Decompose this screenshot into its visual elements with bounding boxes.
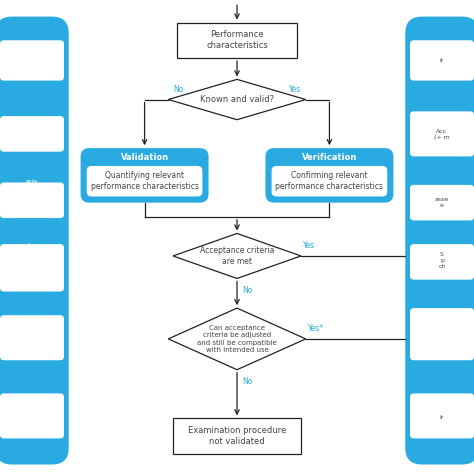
FancyBboxPatch shape bbox=[81, 148, 209, 203]
Text: Ir: Ir bbox=[440, 58, 444, 63]
Text: Performance
characteristics: Performance characteristics bbox=[206, 30, 268, 50]
Text: Yes: Yes bbox=[303, 241, 316, 250]
FancyBboxPatch shape bbox=[87, 166, 202, 197]
FancyBboxPatch shape bbox=[410, 393, 474, 438]
FancyBboxPatch shape bbox=[405, 17, 474, 465]
FancyBboxPatch shape bbox=[0, 315, 64, 360]
FancyBboxPatch shape bbox=[0, 182, 64, 218]
Bar bbox=[173, 419, 301, 454]
FancyBboxPatch shape bbox=[410, 111, 474, 156]
Polygon shape bbox=[168, 79, 306, 120]
Text: Known and valid?: Known and valid? bbox=[200, 95, 274, 104]
Polygon shape bbox=[168, 308, 306, 370]
Text: Examination procedure
not validated: Examination procedure not validated bbox=[188, 426, 286, 446]
Text: for
ance
e: for ance e bbox=[24, 243, 40, 260]
FancyBboxPatch shape bbox=[0, 244, 64, 292]
Text: Confirming relevant
performance characteristics: Confirming relevant performance characte… bbox=[275, 171, 383, 191]
Text: No: No bbox=[243, 377, 253, 386]
FancyBboxPatch shape bbox=[0, 17, 69, 465]
Text: No: No bbox=[173, 85, 183, 94]
Text: No: No bbox=[243, 286, 253, 295]
Text: Can acceptance
criteria be adjusted
and still be compatible
with intended use: Can acceptance criteria be adjusted and … bbox=[197, 325, 277, 353]
FancyBboxPatch shape bbox=[410, 308, 474, 360]
FancyBboxPatch shape bbox=[0, 116, 64, 152]
FancyBboxPatch shape bbox=[0, 40, 64, 81]
Text: Acc
(+ m: Acc (+ m bbox=[434, 129, 450, 139]
FancyBboxPatch shape bbox=[410, 185, 474, 220]
Text: asse
e: asse e bbox=[435, 197, 449, 208]
Text: Verification: Verification bbox=[302, 153, 357, 162]
Text: Ir: Ir bbox=[440, 415, 444, 419]
Text: S
p
ch: S p ch bbox=[438, 252, 446, 269]
Polygon shape bbox=[173, 233, 301, 279]
Text: and: and bbox=[26, 130, 38, 135]
FancyBboxPatch shape bbox=[0, 393, 64, 438]
Text: Acceptance criteria
are met: Acceptance criteria are met bbox=[200, 246, 274, 266]
Text: Quantifying relevant
performance characteristics: Quantifying relevant performance charact… bbox=[91, 171, 199, 191]
Text: Yes*: Yes* bbox=[308, 324, 324, 333]
FancyBboxPatch shape bbox=[272, 166, 387, 197]
Bar bbox=[176, 23, 297, 58]
FancyBboxPatch shape bbox=[410, 244, 474, 280]
FancyBboxPatch shape bbox=[410, 40, 474, 81]
Text: eria: eria bbox=[26, 179, 38, 184]
FancyBboxPatch shape bbox=[265, 148, 393, 203]
Text: Validation: Validation bbox=[120, 153, 169, 162]
Text: Yes: Yes bbox=[289, 85, 301, 94]
